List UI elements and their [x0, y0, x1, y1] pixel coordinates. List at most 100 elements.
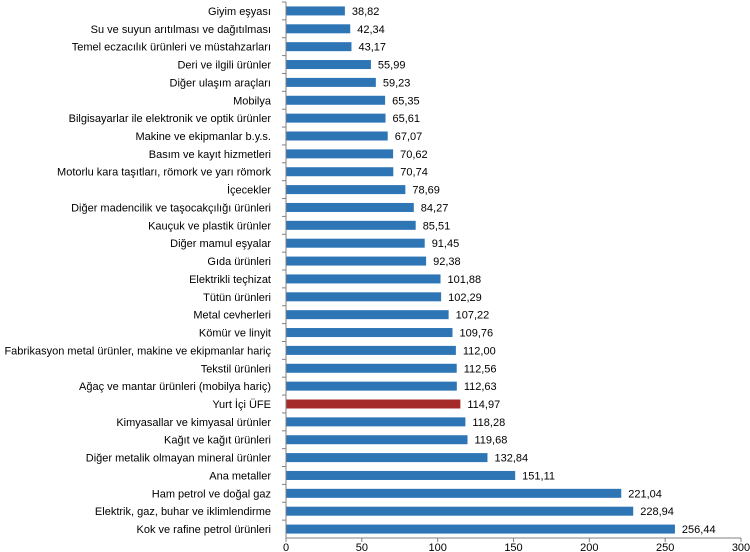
category-label: Diğer madencilik ve taşocakçılığı ürünle…: [71, 202, 271, 214]
category-label: Tekstil ürünleri: [201, 363, 271, 375]
value-labels: 38,82 42,34 43,17 55,99 59,23 65,35 65,61 67,07…: [352, 6, 716, 536]
value-label: 221,04: [628, 488, 662, 500]
bar: [286, 256, 427, 266]
category-label: Ağaç ve mantar ürünleri (mobilya hariç): [79, 381, 271, 393]
value-label: 91,45: [432, 238, 460, 250]
x-tick-label: 0: [283, 542, 289, 552]
category-label: Ham petrol ve doğal gaz: [152, 488, 271, 500]
value-label: 70,74: [400, 167, 428, 179]
x-tick-label: 150: [504, 542, 522, 552]
value-label: 85,51: [423, 220, 451, 232]
category-label: Giyim eşyası: [208, 6, 271, 18]
bars: [286, 6, 675, 534]
bar: [286, 488, 622, 498]
category-label: Yurt İçi ÜFE: [212, 398, 271, 411]
category-label: İçecekler: [227, 184, 271, 197]
value-label: 107,22: [456, 310, 490, 322]
bar: [286, 292, 442, 302]
bar: [286, 24, 351, 34]
axes: [282, 1, 742, 542]
bar: [286, 6, 345, 16]
bar: [286, 220, 416, 230]
x-tick-label: 300: [732, 542, 750, 552]
bar: [286, 453, 488, 463]
bar: [286, 149, 394, 159]
bar: [286, 95, 386, 105]
value-label: 67,07: [395, 131, 423, 143]
category-label: Elektrikli teçhizat: [189, 274, 271, 286]
bar: [286, 328, 453, 338]
value-label: 84,27: [421, 202, 449, 214]
bar: [286, 131, 388, 141]
category-label: Diğer ulaşım araçları: [170, 77, 271, 89]
category-label: Makine ve ekipmanlar b.y.s.: [135, 131, 271, 143]
category-label: Deri ve ilgili ürünler: [177, 60, 271, 72]
category-label: Bilgisayarlar ile elektronik ve optik ür…: [69, 113, 272, 125]
value-label: 118,28: [472, 417, 505, 429]
x-tick-label: 250: [656, 542, 674, 552]
bar: [286, 524, 675, 534]
value-label: 109,76: [459, 328, 493, 340]
bar: [286, 417, 466, 427]
category-label: Fabrikasyon metal ürünler, makine ve eki…: [4, 345, 271, 357]
value-label: 112,63: [464, 381, 497, 393]
category-label: Temel eczacılık ürünleri ve müstahzarlar…: [72, 42, 271, 54]
value-label: 256,44: [682, 524, 716, 536]
value-label: 65,61: [393, 113, 421, 125]
bar: [286, 310, 449, 320]
bar: [286, 238, 425, 248]
value-label: 78,69: [412, 185, 440, 197]
value-label: 43,17: [358, 42, 386, 54]
value-label: 132,84: [494, 453, 528, 465]
value-label: 70,62: [400, 149, 428, 161]
bar: [286, 77, 376, 87]
bar: [286, 363, 457, 373]
category-label: Tütün ürünleri: [203, 292, 271, 304]
bar: [286, 60, 371, 70]
x-tick-labels: 0 50 100 150 200 250 300: [283, 542, 750, 552]
category-label: Diğer mamul eşyalar: [170, 238, 271, 250]
value-label: 55,99: [378, 60, 406, 72]
value-label: 102,29: [448, 292, 482, 304]
category-label: Metal cevherleri: [193, 310, 271, 322]
bar: [286, 42, 352, 52]
value-label: 42,34: [357, 24, 385, 36]
category-labels: Giyim eşyası Su ve suyun arıtılması ve da…: [4, 6, 271, 536]
value-label: 101,88: [448, 274, 482, 286]
category-label: Kimyasallar ve kimyasal ürünler: [116, 417, 271, 429]
bar: [286, 470, 516, 480]
value-label: 65,35: [392, 95, 420, 107]
bar: [286, 202, 414, 212]
value-label: 228,94: [640, 506, 674, 518]
value-label: 114,97: [467, 399, 500, 411]
value-label: 119,68: [475, 435, 508, 447]
value-label: 59,23: [383, 77, 411, 89]
category-label: Mobilya: [233, 95, 272, 107]
category-label: Kok ve rafine petrol ürünleri: [136, 524, 271, 536]
value-label: 151,11: [522, 470, 555, 482]
bar: [286, 167, 394, 177]
category-label: Elektrik, gaz, buhar ve iklimlendirme: [95, 506, 271, 518]
value-label: 92,38: [433, 256, 461, 268]
bar: [286, 185, 406, 195]
category-label: Su ve suyun arıtılması ve dağıtılması: [91, 24, 271, 36]
bar: [286, 435, 468, 445]
category-label: Ana metaller: [209, 470, 271, 482]
category-label: Diğer metalik olmayan mineral ürünler: [86, 453, 272, 465]
value-label: 112,00: [463, 345, 496, 357]
bar: [286, 506, 634, 516]
category-label: Kömür ve linyit: [199, 328, 271, 340]
category-label: Gıda ürünleri: [207, 256, 271, 268]
bar: [286, 381, 457, 391]
value-label: 112,56: [464, 363, 497, 375]
category-label: Kağıt ve kağıt ürünleri: [164, 435, 271, 447]
x-tick-label: 200: [580, 542, 598, 552]
category-label: Motorlu kara taşıtları, römork ve yarı r…: [57, 167, 271, 179]
x-tick-label: 50: [356, 542, 368, 552]
value-label: 38,82: [352, 6, 380, 18]
bar: [286, 345, 456, 355]
category-label: Basım ve kayıt hizmetleri: [149, 149, 271, 161]
bar: [286, 399, 461, 409]
bar: [286, 274, 441, 284]
